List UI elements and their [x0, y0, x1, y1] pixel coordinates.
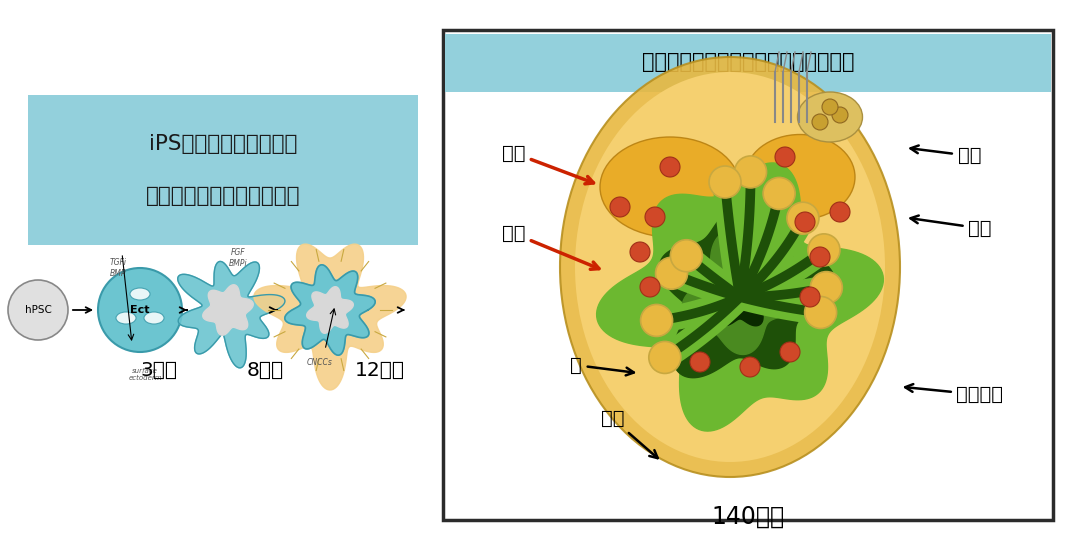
Circle shape [655, 257, 688, 289]
Ellipse shape [798, 92, 862, 142]
Polygon shape [285, 265, 375, 355]
Ellipse shape [575, 72, 885, 462]
Text: 分化を促していくと・・・: 分化を促していくと・・・ [146, 185, 300, 206]
Text: 毛: 毛 [571, 355, 634, 375]
Text: 毛包: 毛包 [601, 409, 658, 458]
Polygon shape [707, 263, 772, 326]
Text: 脂肪組織: 脂肪組織 [905, 384, 1004, 404]
Ellipse shape [116, 312, 136, 324]
Text: Ect: Ect [131, 305, 150, 315]
Circle shape [832, 107, 848, 123]
Polygon shape [306, 287, 353, 333]
Polygon shape [202, 285, 253, 335]
Text: 神経: 神経 [910, 215, 992, 238]
Ellipse shape [600, 137, 740, 237]
Circle shape [640, 304, 673, 337]
Circle shape [764, 177, 795, 209]
FancyBboxPatch shape [443, 30, 1053, 520]
Text: 真皮: 真皮 [502, 224, 599, 269]
Circle shape [660, 157, 680, 177]
Circle shape [645, 207, 665, 227]
Circle shape [808, 234, 840, 266]
Circle shape [709, 166, 741, 198]
Text: surface
ectoderm: surface ectoderm [129, 368, 162, 381]
Ellipse shape [144, 312, 164, 324]
Ellipse shape [130, 288, 150, 300]
Circle shape [690, 352, 710, 372]
Circle shape [812, 114, 828, 130]
Polygon shape [254, 244, 406, 390]
Circle shape [811, 272, 842, 303]
Text: 内外が裏返り内側に向けて毛がはえる: 内外が裏返り内側に向けて毛がはえる [642, 52, 855, 72]
Circle shape [830, 202, 850, 222]
Ellipse shape [560, 57, 900, 477]
Circle shape [670, 240, 703, 272]
Circle shape [800, 287, 820, 307]
Text: FGF
BMPi: FGF BMPi [229, 248, 247, 268]
Circle shape [823, 99, 838, 115]
Text: 140日後: 140日後 [711, 505, 785, 529]
Circle shape [740, 357, 760, 377]
Polygon shape [682, 231, 805, 354]
Polygon shape [597, 163, 884, 431]
Circle shape [7, 280, 67, 340]
Text: 3日後: 3日後 [140, 360, 177, 380]
FancyBboxPatch shape [444, 34, 1051, 92]
Circle shape [99, 268, 182, 352]
Circle shape [649, 342, 681, 373]
Circle shape [735, 156, 767, 188]
Text: iPS細胞に化合物を加え: iPS細胞に化合物を加え [149, 134, 297, 155]
Text: 表皮: 表皮 [502, 143, 593, 184]
Circle shape [610, 197, 630, 217]
Text: 8日後: 8日後 [247, 360, 284, 380]
Circle shape [780, 342, 800, 362]
Polygon shape [660, 208, 834, 378]
Circle shape [810, 247, 830, 267]
Text: CNCCs: CNCCs [307, 358, 333, 367]
Circle shape [795, 212, 815, 232]
Polygon shape [178, 262, 285, 368]
FancyBboxPatch shape [28, 95, 418, 245]
Circle shape [640, 277, 660, 297]
Ellipse shape [745, 134, 855, 220]
Circle shape [630, 242, 650, 262]
Text: 軟骨: 軟骨 [910, 146, 981, 165]
Circle shape [775, 147, 795, 167]
Circle shape [804, 296, 836, 329]
Text: hPSC: hPSC [25, 305, 51, 315]
Text: 12日後: 12日後 [356, 360, 405, 380]
Circle shape [787, 202, 819, 234]
Text: TGFi
BMP: TGFi BMP [109, 258, 126, 278]
